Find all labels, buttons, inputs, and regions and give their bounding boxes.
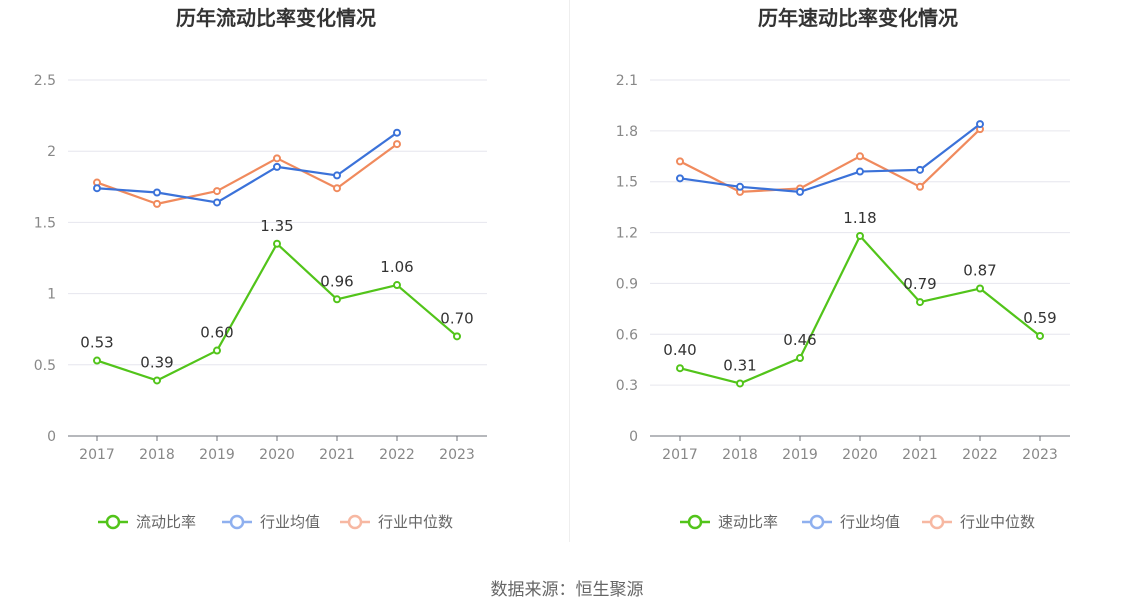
- data-point: [453, 332, 461, 341]
- x-tick-label: 2020: [259, 447, 295, 463]
- y-tick-label: 0.3: [616, 378, 638, 394]
- data-point: [213, 346, 221, 355]
- legend-label: 行业均值: [840, 513, 900, 531]
- y-tick-label: 1.2: [616, 226, 638, 242]
- data-point: [273, 239, 281, 248]
- data-point: [796, 354, 804, 363]
- data-point: [1036, 331, 1044, 340]
- data-label: 0.60: [200, 324, 233, 342]
- data-point: [333, 184, 341, 193]
- legend-label: 速动比率: [718, 513, 778, 531]
- quick-ratio-chart: 历年速动比率变化情况 0 0.3 0.6 0.9 1.2 1.5 1.8 2.1 2017 2018…: [616, 6, 1070, 531]
- data-label: 0.79: [903, 275, 936, 293]
- y-tick-label: 1: [47, 287, 56, 303]
- data-point: [93, 184, 101, 193]
- y-tick-label: 0: [47, 429, 56, 445]
- y-tick-label: 2: [47, 144, 56, 160]
- y-tick-label: 1.5: [34, 215, 56, 231]
- data-point: [916, 298, 924, 307]
- x-tick-label: 2021: [319, 447, 355, 463]
- data-point: [93, 356, 101, 365]
- series-line: [679, 123, 981, 193]
- data-point: [213, 198, 221, 207]
- data-point: [796, 187, 804, 196]
- legend-marker: [687, 514, 703, 530]
- chart-title: 历年速动比率变化情况: [758, 6, 958, 30]
- legend-marker: [809, 514, 825, 530]
- y-tick-label: 0: [629, 429, 638, 445]
- x-tick-label: 2019: [782, 447, 818, 463]
- data-point: [736, 182, 744, 191]
- x-tick-label: 2018: [722, 447, 758, 463]
- legend-label: 行业中位数: [378, 513, 453, 531]
- data-point: [856, 231, 864, 240]
- chart-divider: [569, 0, 570, 542]
- data-point: [273, 154, 281, 163]
- data-point: [333, 171, 341, 180]
- data-point: [976, 284, 984, 293]
- x-tick-label: 2021: [902, 447, 938, 463]
- data-label: 0.31: [723, 356, 756, 374]
- x-tick-label: 2019: [199, 447, 235, 463]
- x-tick-label: 2022: [962, 447, 998, 463]
- series-line: [96, 143, 398, 205]
- data-point: [976, 120, 984, 129]
- legend-label: 行业均值: [260, 513, 320, 531]
- data-point: [273, 162, 281, 171]
- data-label: 0.96: [320, 272, 353, 290]
- x-tick-label: 2018: [139, 447, 175, 463]
- chart-title: 历年流动比率变化情况: [176, 6, 376, 30]
- data-point: [916, 182, 924, 191]
- series-line: [679, 128, 981, 193]
- data-point: [676, 364, 684, 373]
- data-point: [153, 199, 161, 208]
- legend-marker: [347, 514, 363, 530]
- data-point: [393, 140, 401, 149]
- x-tick-label: 2022: [379, 447, 415, 463]
- data-point: [213, 187, 221, 196]
- y-tick-label: 1.5: [616, 175, 638, 191]
- data-point: [916, 165, 924, 174]
- y-tick-label: 2.5: [34, 73, 56, 89]
- data-point: [856, 167, 864, 176]
- y-tick-label: 0.9: [616, 276, 638, 292]
- data-label: 0.70: [440, 309, 473, 327]
- data-label: 1.18: [843, 209, 876, 227]
- data-label: 0.59: [1023, 309, 1056, 327]
- data-label: 1.06: [380, 258, 413, 276]
- data-point: [676, 174, 684, 183]
- y-tick-label: 0.6: [616, 327, 638, 343]
- data-point: [153, 376, 161, 385]
- data-label: 0.87: [963, 262, 996, 280]
- series-line: [96, 131, 398, 204]
- data-point: [856, 152, 864, 161]
- data-point: [153, 188, 161, 197]
- data-point: [393, 128, 401, 137]
- data-point: [393, 281, 401, 290]
- y-tick-label: 0.5: [34, 358, 56, 374]
- data-label: 0.53: [80, 334, 113, 352]
- legend-marker: [229, 514, 245, 530]
- legend-label: 流动比率: [136, 513, 196, 531]
- data-label: 0.46: [783, 331, 816, 349]
- data-label: 1.35: [260, 217, 293, 235]
- data-source: 数据来源：恒生聚源: [490, 580, 644, 600]
- legend-marker: [929, 514, 945, 530]
- data-point: [333, 295, 341, 304]
- x-tick-label: 2017: [79, 447, 115, 463]
- y-tick-label: 2.1: [616, 73, 638, 89]
- x-tick-label: 2017: [662, 447, 698, 463]
- x-tick-label: 2023: [439, 447, 475, 463]
- x-tick-label: 2020: [842, 447, 878, 463]
- data-label: 0.39: [140, 353, 173, 371]
- legend-label: 行业中位数: [960, 513, 1035, 531]
- data-label: 0.40: [663, 341, 696, 359]
- data-point: [736, 379, 744, 388]
- data-point: [676, 157, 684, 166]
- y-tick-label: 1.8: [616, 124, 638, 140]
- current-ratio-chart: 历年流动比率变化情况 0 0.5 1 1.5 2 2.5 2017 2018 2019 2020 20…: [34, 6, 487, 531]
- legend-marker: [105, 514, 121, 530]
- x-tick-label: 2023: [1022, 447, 1058, 463]
